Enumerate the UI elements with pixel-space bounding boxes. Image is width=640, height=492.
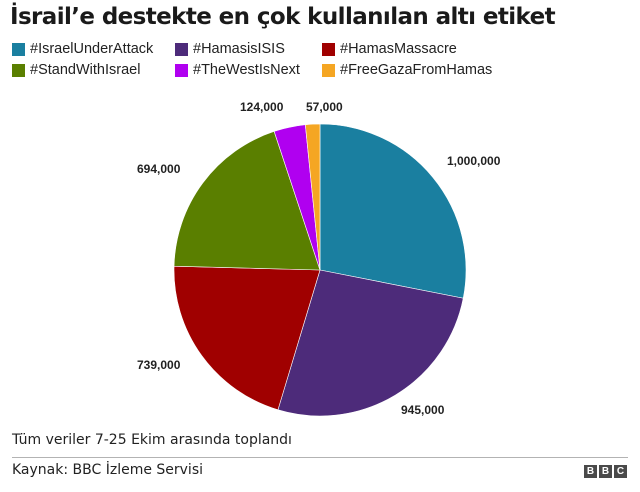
legend-swatch	[12, 42, 25, 56]
value-label-hamasmassacre: 739,000	[137, 358, 181, 372]
value-label-freegazafromhamas: 57,000	[306, 100, 343, 114]
legend-item-standwithisrael: #StandWithIsrael	[12, 62, 140, 78]
legend-swatch	[175, 63, 188, 77]
bbc-logo-letter: B	[584, 465, 597, 478]
legend-item-hamasmassacre: #HamasMassacre	[322, 41, 457, 57]
chart-title: İsrail’e destekte en çok kullanılan altı…	[10, 4, 556, 30]
legend-label: #IsraelUnderAttack	[30, 41, 154, 57]
value-label-hamasisisis: 945,000	[401, 403, 445, 417]
legend-swatch	[175, 42, 188, 56]
legend-item-hamasisisis: #HamasisISIS	[175, 41, 285, 57]
value-label-thewestisnext: 124,000	[240, 100, 284, 114]
footer-divider	[12, 457, 628, 458]
source-credit: Kaynak: BBC İzleme Servisi	[12, 462, 204, 478]
legend-label: #HamasMassacre	[340, 41, 457, 57]
legend-label: #HamasisISIS	[193, 41, 285, 57]
pie-slice-hamasmassacre	[173, 265, 321, 411]
legend-item-israelunderattack: #IsraelUnderAttack	[12, 41, 153, 57]
pie-slice-freegazafromhamas	[305, 123, 321, 271]
value-label-israelunderattack: 1,000,000	[447, 154, 501, 168]
legend-label: #FreeGazaFromHamas	[340, 62, 493, 78]
legend-label: #TheWestIsNext	[193, 62, 300, 78]
pie-slices	[173, 123, 467, 417]
legend-item-freegazafromhamas: #FreeGazaFromHamas	[322, 62, 492, 78]
legend-item-thewestisnext: #TheWestIsNext	[175, 62, 300, 78]
pie-slice-israelunderattack	[319, 123, 467, 299]
bbc-logo-letter: C	[614, 465, 627, 478]
legend-label: #StandWithIsrael	[30, 62, 141, 78]
data-collection-note: Tüm veriler 7-25 Ekim arasında toplandı	[12, 432, 292, 448]
legend-swatch	[322, 42, 335, 56]
bbc-logo-letter: B	[599, 465, 612, 478]
legend-swatch	[322, 63, 335, 77]
pie-slice-hamasisisis	[277, 269, 464, 417]
value-label-standwithisrael: 694,000	[137, 162, 181, 176]
bbc-logo: B B C	[584, 465, 627, 478]
pie-slice-standwithisrael	[173, 131, 321, 271]
legend-swatch	[12, 63, 25, 77]
